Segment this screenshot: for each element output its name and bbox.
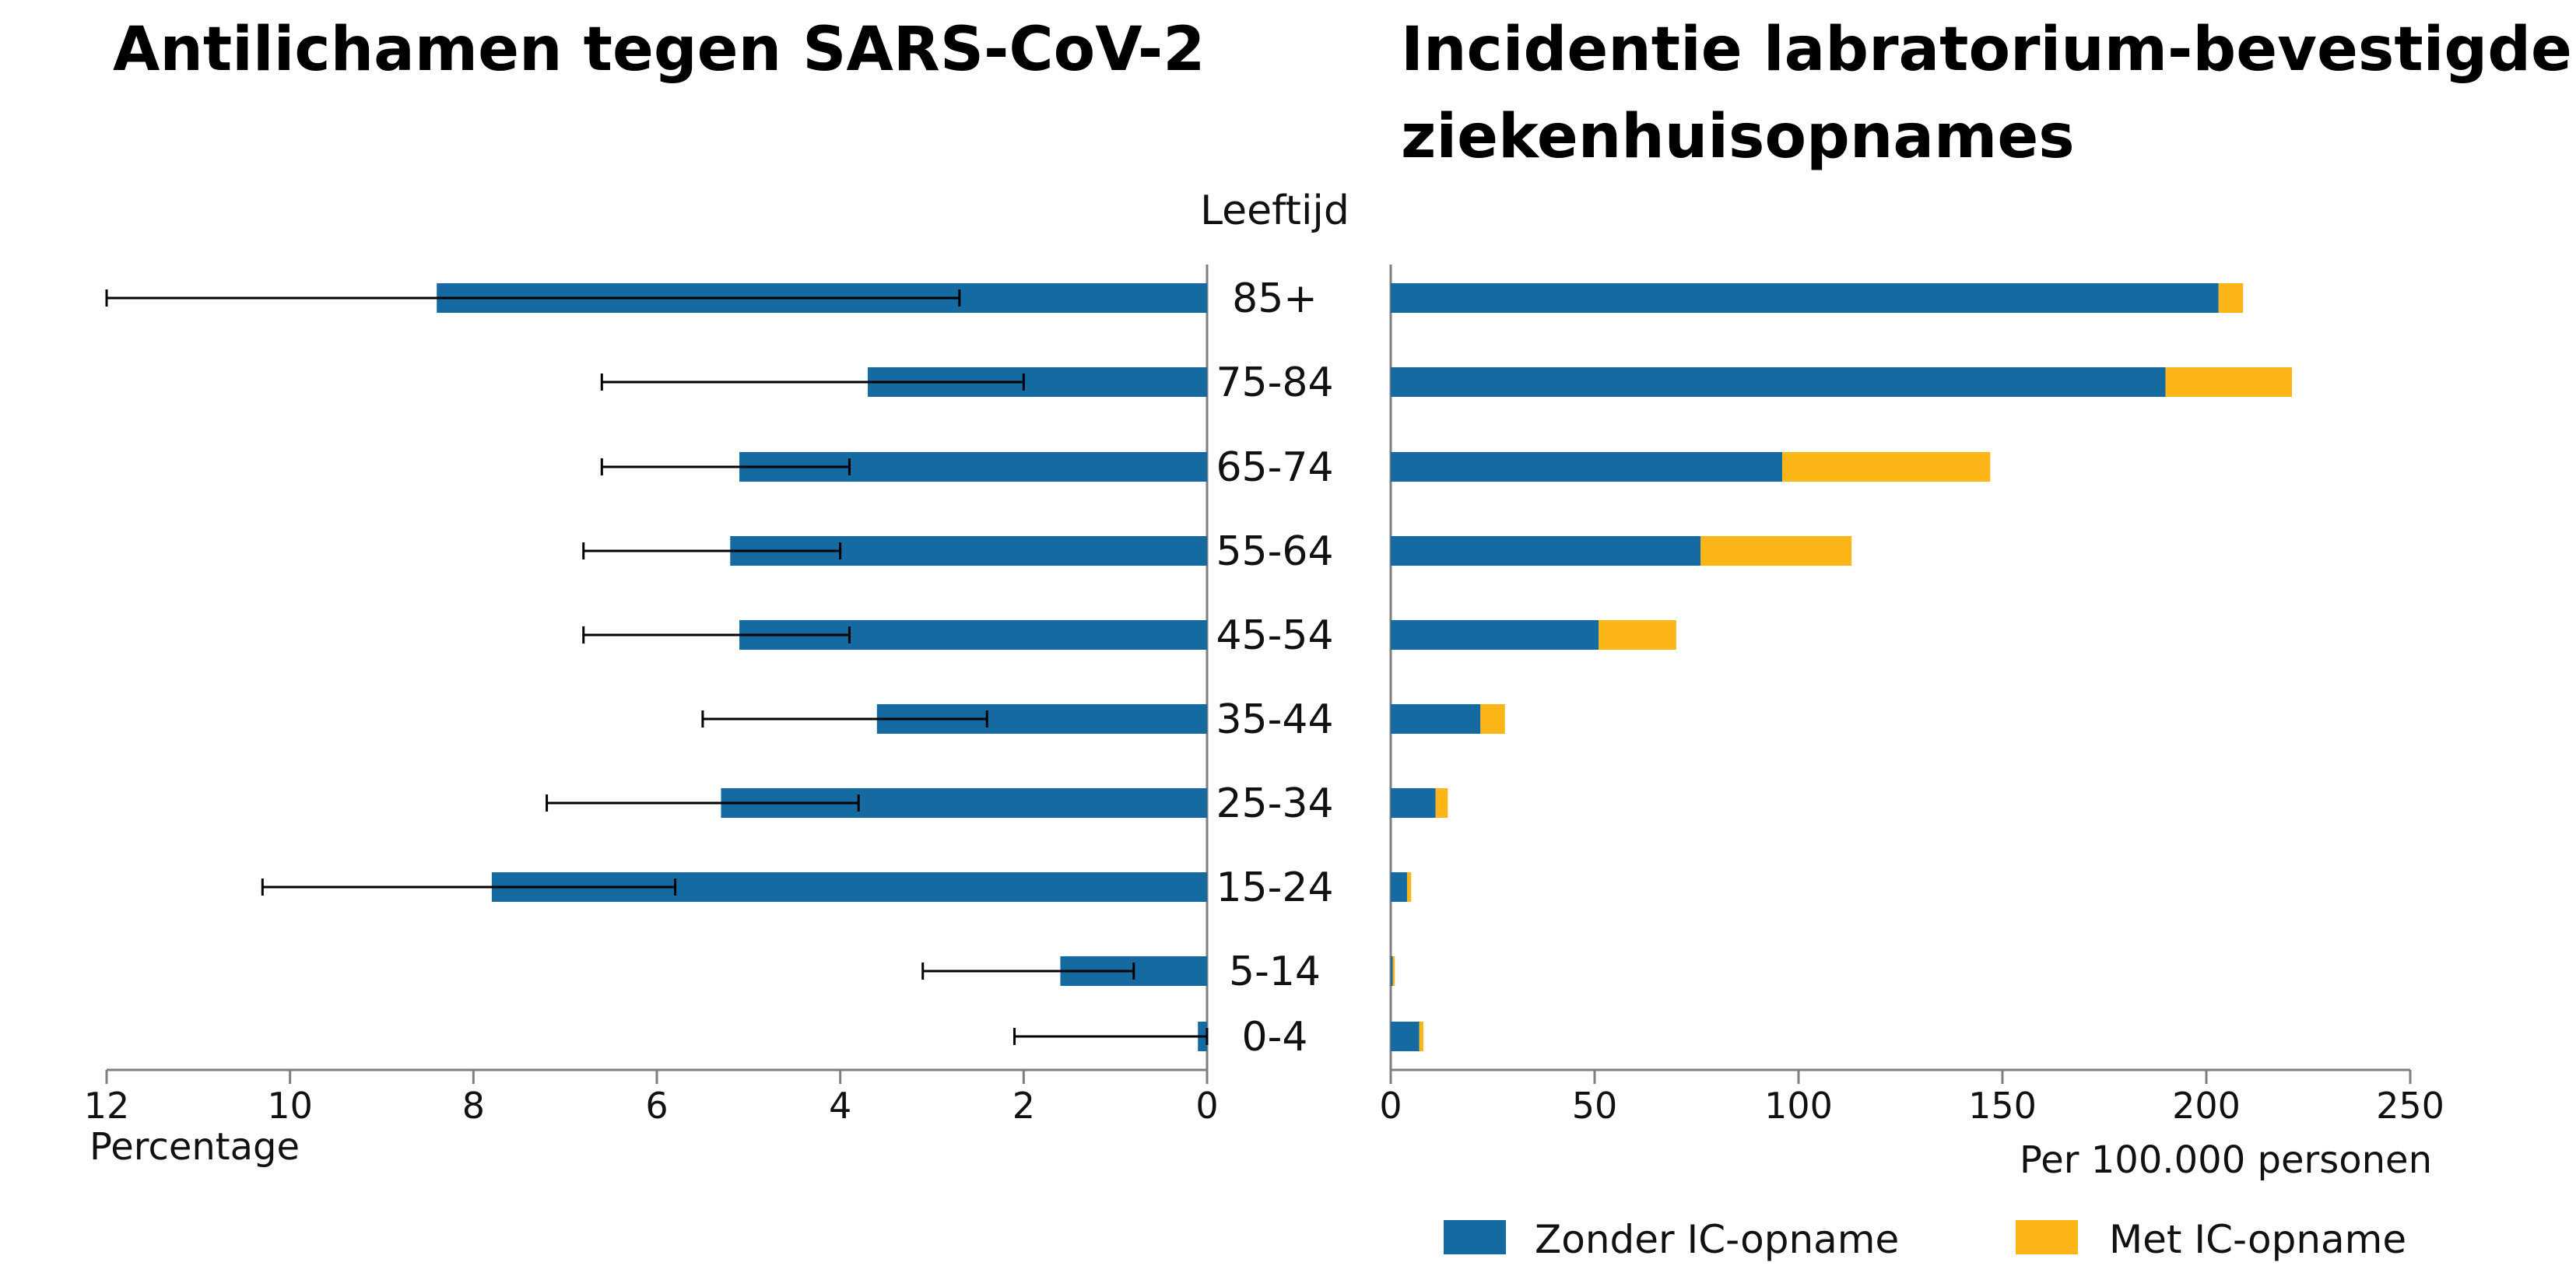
right-bar-met-ic <box>1392 956 1395 986</box>
right-bar-zonder-ic <box>1391 1022 1420 1051</box>
right-bar-zonder-ic <box>1391 367 2166 397</box>
age-category-label: 45-54 <box>1216 612 1333 659</box>
age-category-label: 75-84 <box>1216 359 1333 406</box>
age-category-label: 25-34 <box>1216 780 1333 827</box>
right-bar-met-ic <box>1599 620 1676 650</box>
right-bar-zonder-ic <box>1391 452 1783 482</box>
right-x-tick-label: 200 <box>2172 1085 2241 1127</box>
right-bar-zonder-ic <box>1391 536 1701 566</box>
right-bar-zonder-ic <box>1391 620 1599 650</box>
age-category-label: 85+ <box>1232 275 1318 322</box>
right-bar-zonder-ic <box>1391 956 1393 986</box>
age-category-label: 5-14 <box>1229 949 1321 995</box>
right-x-tick-label: 50 <box>1572 1085 1618 1127</box>
left-x-tick-label: 4 <box>829 1085 851 1127</box>
age-category-label: 55-64 <box>1216 528 1333 575</box>
left-x-tick-label: 10 <box>267 1085 313 1127</box>
legend-label-met: Met IC-opname <box>2109 1217 2406 1262</box>
right-x-tick-label: 150 <box>1968 1085 2037 1127</box>
right-title-line-2: ziekenhuisopnames <box>1401 102 2075 172</box>
right-x-tick-label: 250 <box>2376 1085 2444 1127</box>
right-bar-met-ic <box>1435 788 1448 818</box>
left-x-tick-label: 8 <box>462 1085 485 1127</box>
legend-swatch-zonder <box>1444 1220 1506 1254</box>
left-chart-title: Antilichamen tegen SARS-CoV-2 <box>113 15 1206 85</box>
left-x-tick-label: 6 <box>645 1085 668 1127</box>
right-chart-title: Incidentie labratorium-bevestigde ziekenh… <box>1401 15 2572 172</box>
left-plot-area: 12 10 8 6 4 2 0 <box>84 265 1219 1127</box>
left-x-axis-label: Percentage <box>89 1125 300 1169</box>
right-plot-area: 0 50 100 150 200 250 <box>1379 265 2444 1127</box>
legend-label-zonder: Zonder IC-opname <box>1535 1217 1899 1262</box>
right-bar-met-ic <box>1419 1022 1423 1051</box>
right-bar-zonder-ic <box>1391 283 2219 313</box>
right-bar-met-ic <box>1406 872 1412 902</box>
age-category-label: 15-24 <box>1216 864 1333 911</box>
right-x-axis-label: Per 100.000 personen <box>2020 1138 2432 1182</box>
age-axis-title: Leeftijd <box>1200 188 1349 234</box>
age-category-label: 65-74 <box>1216 444 1333 491</box>
right-bar-met-ic <box>2218 283 2244 313</box>
right-bar-zonder-ic <box>1391 872 1407 902</box>
right-bar-zonder-ic <box>1391 788 1436 818</box>
legend-swatch-met <box>2016 1220 2078 1254</box>
right-title-line-1: Incidentie labratorium-bevestigde <box>1401 15 2572 85</box>
left-x-tick-label: 12 <box>84 1085 130 1127</box>
left-x-tick-label: 0 <box>1195 1085 1218 1127</box>
legend: Zonder IC-opname Met IC-opname <box>1444 1217 2406 1262</box>
right-x-tick-label: 0 <box>1379 1085 1402 1127</box>
right-x-tick-label: 100 <box>1764 1085 1833 1127</box>
right-bar-zonder-ic <box>1391 704 1481 734</box>
age-labels: 85+ 75-84 65-74 55-64 45-54 35-44 25-34 15-24 5-… <box>1216 275 1333 1061</box>
right-bar-met-ic <box>1480 704 1505 734</box>
right-bar-met-ic <box>1700 536 1852 566</box>
age-category-label: 35-44 <box>1216 696 1333 743</box>
age-category-label: 0-4 <box>1242 1014 1308 1061</box>
right-bar-met-ic <box>1782 452 1991 482</box>
left-x-tick-label: 2 <box>1013 1085 1035 1127</box>
right-bar-met-ic <box>2165 367 2293 397</box>
